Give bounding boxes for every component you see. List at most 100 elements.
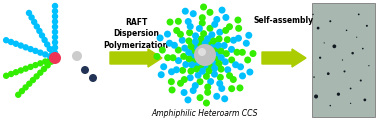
Circle shape: [243, 40, 250, 47]
Circle shape: [218, 66, 225, 73]
Circle shape: [15, 92, 22, 98]
Circle shape: [213, 52, 220, 59]
Circle shape: [159, 47, 166, 54]
Circle shape: [199, 19, 206, 27]
Circle shape: [8, 39, 14, 45]
Circle shape: [200, 56, 206, 63]
Circle shape: [205, 55, 212, 62]
Circle shape: [197, 54, 204, 61]
Circle shape: [42, 37, 48, 43]
Circle shape: [210, 38, 217, 45]
Circle shape: [33, 73, 40, 80]
Circle shape: [196, 25, 203, 32]
Circle shape: [218, 85, 225, 92]
Circle shape: [13, 41, 19, 47]
Circle shape: [221, 42, 228, 49]
Circle shape: [358, 14, 359, 15]
Circle shape: [19, 88, 25, 94]
Circle shape: [175, 57, 182, 64]
Circle shape: [160, 63, 167, 70]
Circle shape: [52, 34, 58, 40]
Circle shape: [215, 35, 223, 42]
Circle shape: [201, 40, 209, 47]
Circle shape: [198, 36, 205, 42]
Circle shape: [212, 56, 219, 63]
Circle shape: [226, 72, 233, 79]
Circle shape: [199, 14, 206, 21]
Circle shape: [213, 16, 220, 23]
Circle shape: [168, 78, 175, 85]
Circle shape: [235, 25, 242, 32]
Circle shape: [196, 51, 203, 59]
Circle shape: [31, 19, 37, 25]
Circle shape: [319, 57, 321, 59]
Circle shape: [177, 31, 184, 38]
Circle shape: [200, 47, 206, 54]
Circle shape: [206, 9, 214, 16]
Circle shape: [179, 67, 186, 74]
Circle shape: [52, 50, 58, 56]
Circle shape: [194, 43, 200, 50]
Circle shape: [198, 48, 205, 55]
Circle shape: [28, 14, 35, 21]
Circle shape: [44, 41, 50, 48]
Circle shape: [13, 69, 19, 75]
Circle shape: [153, 53, 161, 60]
Circle shape: [18, 67, 24, 74]
Circle shape: [187, 43, 195, 50]
Circle shape: [37, 69, 43, 76]
Circle shape: [22, 84, 29, 91]
Circle shape: [200, 30, 207, 37]
Circle shape: [181, 45, 188, 52]
Circle shape: [208, 31, 215, 38]
Circle shape: [203, 73, 210, 80]
Circle shape: [197, 49, 204, 56]
Text: Self-assembly: Self-assembly: [254, 16, 314, 25]
Circle shape: [47, 57, 53, 63]
Circle shape: [52, 29, 58, 35]
Circle shape: [360, 80, 362, 81]
Circle shape: [180, 53, 187, 60]
Circle shape: [314, 94, 318, 99]
Circle shape: [350, 103, 351, 104]
Circle shape: [22, 66, 29, 72]
FancyArrow shape: [110, 49, 162, 67]
Circle shape: [52, 39, 58, 46]
Circle shape: [217, 74, 224, 81]
Circle shape: [197, 41, 204, 48]
Circle shape: [52, 24, 58, 30]
Circle shape: [237, 63, 244, 70]
Circle shape: [42, 58, 48, 65]
Circle shape: [81, 66, 89, 74]
Circle shape: [186, 37, 192, 44]
Circle shape: [3, 73, 9, 79]
Circle shape: [230, 37, 237, 44]
Circle shape: [168, 68, 175, 75]
Circle shape: [211, 71, 218, 78]
Circle shape: [218, 7, 226, 14]
Circle shape: [199, 68, 206, 75]
Circle shape: [212, 47, 219, 54]
Circle shape: [203, 56, 211, 63]
Circle shape: [234, 49, 240, 56]
Text: Amphiphilic Heteroarm CCS: Amphiphilic Heteroarm CCS: [152, 109, 258, 118]
Circle shape: [200, 3, 207, 11]
Circle shape: [171, 42, 178, 49]
Circle shape: [3, 37, 9, 43]
Circle shape: [206, 54, 214, 61]
Circle shape: [181, 89, 187, 96]
Circle shape: [8, 71, 14, 77]
Circle shape: [187, 68, 194, 75]
Circle shape: [195, 72, 201, 79]
Circle shape: [41, 66, 47, 72]
Circle shape: [191, 56, 198, 63]
Circle shape: [245, 32, 252, 39]
Circle shape: [197, 78, 204, 85]
Circle shape: [205, 48, 212, 55]
Circle shape: [201, 57, 209, 64]
Circle shape: [186, 29, 193, 36]
Circle shape: [173, 27, 180, 34]
Circle shape: [213, 93, 220, 100]
Circle shape: [187, 23, 194, 30]
Circle shape: [218, 54, 225, 61]
